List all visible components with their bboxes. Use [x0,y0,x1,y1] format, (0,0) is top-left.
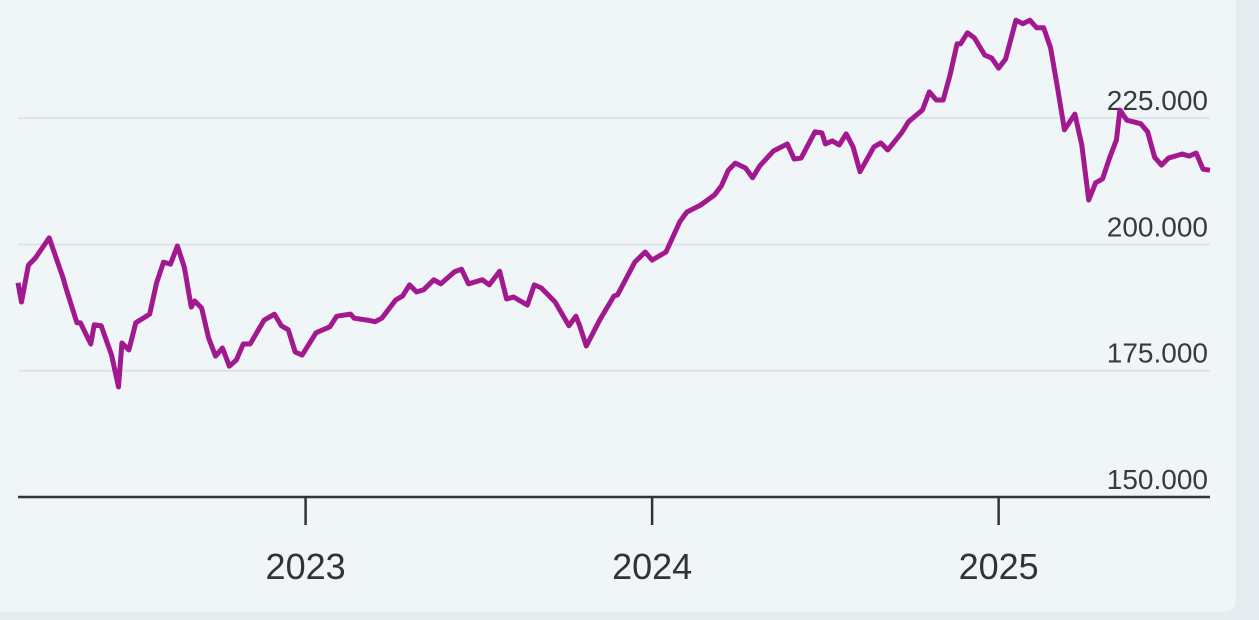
y-tick-label: 200.000 [1107,211,1208,242]
line [15,17,1211,390]
x-tick-label: 2023 [266,546,346,587]
y-tick-label: 150.000 [1107,464,1208,495]
y-tick-label: 175.000 [1107,338,1208,369]
x-tick-label: 2024 [612,546,692,587]
x-tick-label: 2025 [959,546,1039,587]
y-tick-label: 225.000 [1107,85,1208,116]
card [0,0,1236,612]
